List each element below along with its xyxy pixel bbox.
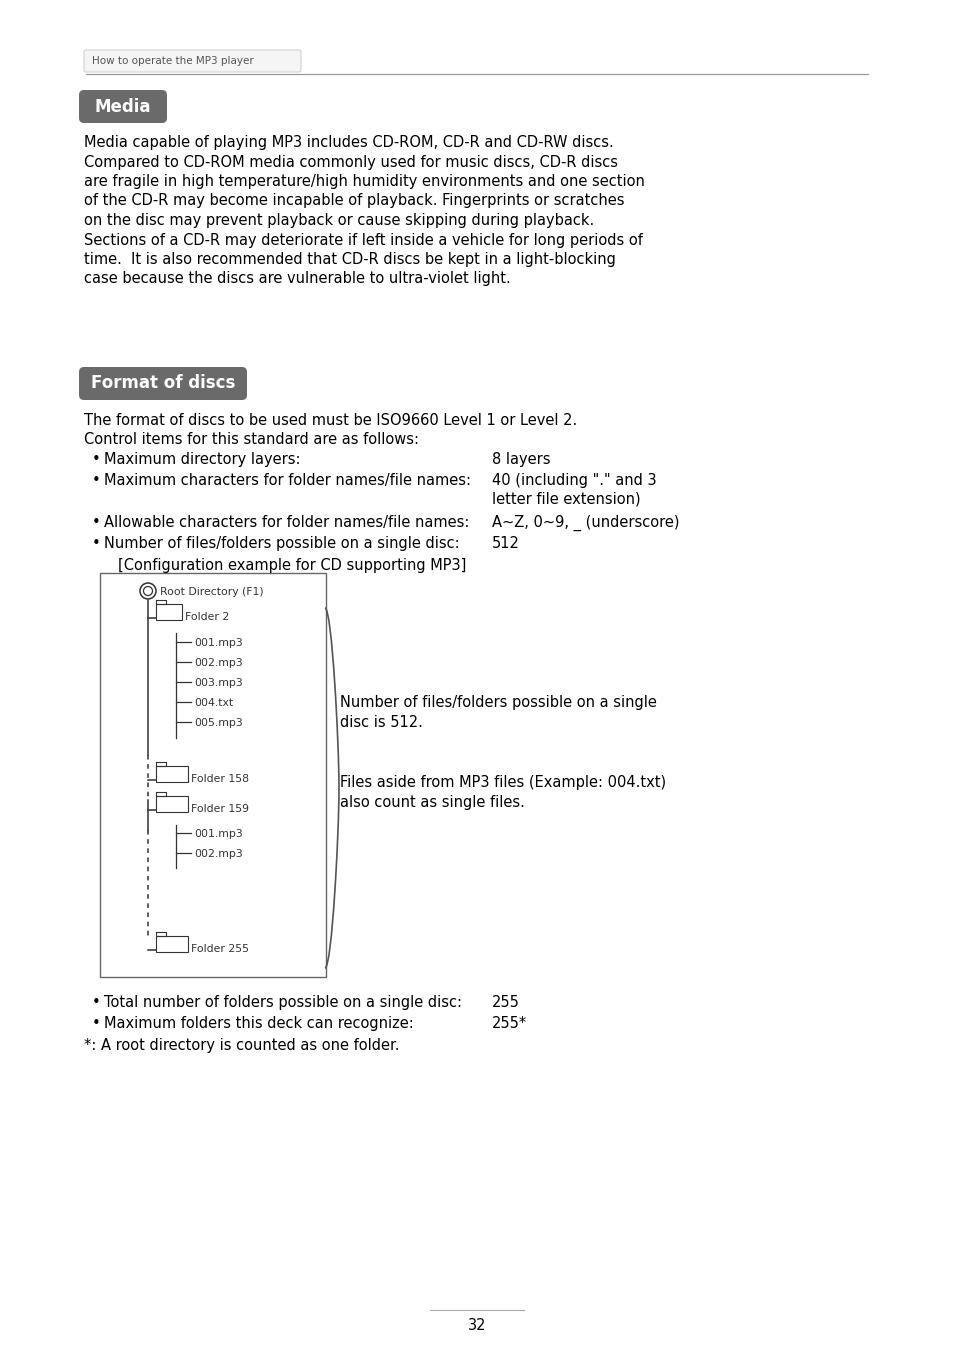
Text: also count as single files.: also count as single files.: [339, 795, 524, 810]
Text: Folder 2: Folder 2: [185, 612, 229, 622]
Text: Number of files/folders possible on a single disc:: Number of files/folders possible on a si…: [104, 537, 459, 551]
Text: letter file extension): letter file extension): [492, 492, 640, 507]
Text: •: •: [91, 515, 101, 530]
Text: 003.mp3: 003.mp3: [193, 678, 242, 688]
Circle shape: [140, 583, 156, 599]
Text: case because the discs are vulnerable to ultra-violet light.: case because the discs are vulnerable to…: [84, 271, 510, 286]
Text: The format of discs to be used must be ISO9660 Level 1 or Level 2.: The format of discs to be used must be I…: [84, 413, 577, 428]
Text: *: A root directory is counted as one folder.: *: A root directory is counted as one fo…: [84, 1038, 399, 1053]
Text: •: •: [91, 537, 101, 551]
Text: of the CD-R may become incapable of playback. Fingerprints or scratches: of the CD-R may become incapable of play…: [84, 194, 624, 209]
Text: A~Z, 0~9, _ (underscore): A~Z, 0~9, _ (underscore): [492, 515, 679, 531]
Text: Format of discs: Format of discs: [91, 374, 235, 393]
Bar: [156, 604, 182, 621]
Text: 002.mp3: 002.mp3: [193, 850, 242, 859]
Text: Total number of folders possible on a single disc:: Total number of folders possible on a si…: [104, 995, 461, 1009]
FancyBboxPatch shape: [79, 367, 247, 400]
Text: Compared to CD-ROM media commonly used for music discs, CD-R discs: Compared to CD-ROM media commonly used f…: [84, 154, 618, 169]
Text: on the disc may prevent playback or cause skipping during playback.: on the disc may prevent playback or caus…: [84, 213, 594, 228]
Text: Root Directory (F1): Root Directory (F1): [160, 587, 263, 598]
Text: •: •: [91, 473, 101, 488]
Text: •: •: [91, 1016, 101, 1031]
Text: Maximum directory layers:: Maximum directory layers:: [104, 453, 300, 467]
Text: 255: 255: [492, 995, 519, 1009]
Text: 005.mp3: 005.mp3: [193, 718, 242, 728]
Bar: [156, 766, 188, 782]
Text: F158: F158: [161, 772, 183, 782]
Bar: [156, 936, 188, 953]
Text: Control items for this standard are as follows:: Control items for this standard are as f…: [84, 432, 418, 447]
Text: 001.mp3: 001.mp3: [193, 829, 242, 839]
Text: Maximum folders this deck can recognize:: Maximum folders this deck can recognize:: [104, 1016, 414, 1031]
Circle shape: [143, 587, 152, 595]
Text: 001.mp3: 001.mp3: [193, 638, 242, 648]
Text: 512: 512: [492, 537, 519, 551]
Text: Files aside from MP3 files (Example: 004.txt): Files aside from MP3 files (Example: 004…: [339, 775, 665, 790]
Text: How to operate the MP3 player: How to operate the MP3 player: [91, 56, 253, 66]
Text: •: •: [91, 453, 101, 467]
Text: Folder 255: Folder 255: [191, 944, 249, 954]
Text: disc is 512.: disc is 512.: [339, 715, 422, 730]
Text: 002.mp3: 002.mp3: [193, 659, 242, 668]
Text: Media capable of playing MP3 includes CD-ROM, CD-R and CD-RW discs.: Media capable of playing MP3 includes CD…: [84, 136, 613, 150]
Text: 004.txt: 004.txt: [193, 698, 233, 709]
FancyBboxPatch shape: [84, 50, 301, 72]
Text: 255*: 255*: [492, 1016, 527, 1031]
Text: Allowable characters for folder names/file names:: Allowable characters for folder names/fi…: [104, 515, 469, 530]
FancyBboxPatch shape: [79, 89, 167, 123]
Text: F2: F2: [163, 610, 174, 621]
Text: time.  It is also recommended that CD-R discs be kept in a light-blocking: time. It is also recommended that CD-R d…: [84, 252, 616, 267]
Text: 40 (including "." and 3: 40 (including "." and 3: [492, 473, 656, 488]
Text: Media: Media: [94, 98, 152, 115]
Text: Folder 158: Folder 158: [191, 774, 249, 785]
Text: Number of files/folders possible on a single: Number of files/folders possible on a si…: [339, 695, 657, 710]
Text: 32: 32: [467, 1318, 486, 1333]
Text: F159: F159: [161, 802, 183, 812]
Bar: [156, 795, 188, 812]
Text: Sections of a CD-R may deteriorate if left inside a vehicle for long periods of: Sections of a CD-R may deteriorate if le…: [84, 233, 642, 248]
Text: Maximum characters for folder names/file names:: Maximum characters for folder names/file…: [104, 473, 471, 488]
Bar: [100, 573, 326, 977]
Text: F255: F255: [161, 943, 183, 951]
Text: Folder 159: Folder 159: [191, 804, 249, 814]
Text: 8 layers: 8 layers: [492, 453, 550, 467]
Text: [Configuration example for CD supporting MP3]: [Configuration example for CD supporting…: [118, 558, 466, 573]
Text: •: •: [91, 995, 101, 1009]
Text: are fragile in high temperature/high humidity environments and one section: are fragile in high temperature/high hum…: [84, 173, 644, 188]
